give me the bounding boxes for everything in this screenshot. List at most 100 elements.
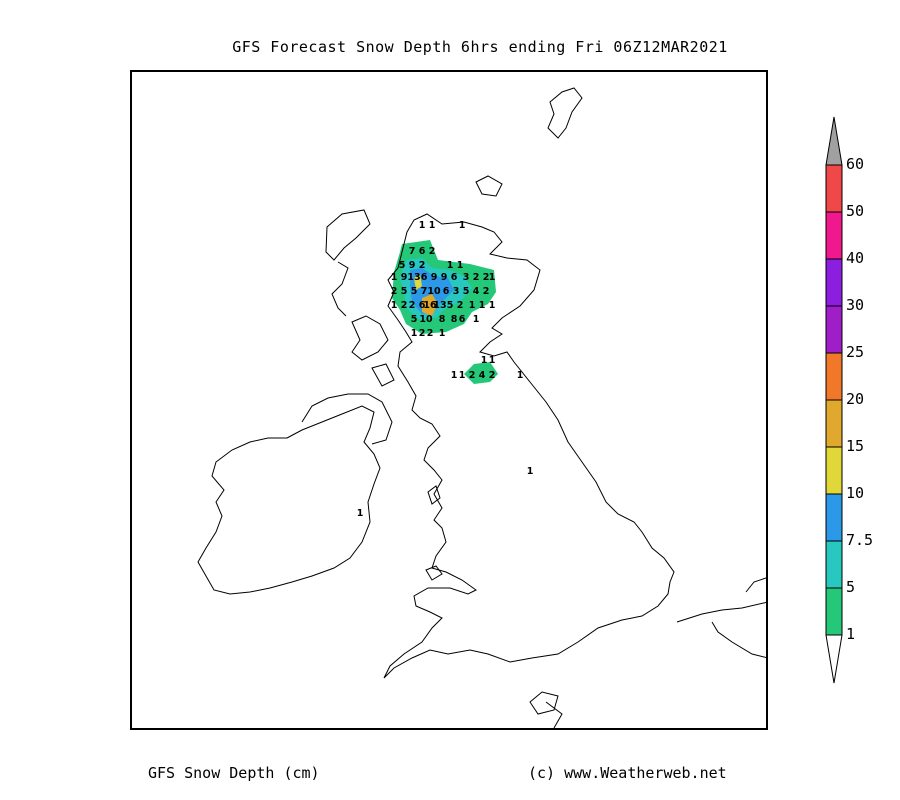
- snow-depth-value: 1: [469, 300, 476, 311]
- snow-depth-value: 1: [457, 260, 464, 271]
- legend-swatch: [825, 399, 843, 448]
- snow-depth-value: 1: [489, 272, 496, 283]
- snow-depth-value: 1: [481, 355, 488, 366]
- snow-depth-value: 9: [441, 272, 448, 283]
- snow-depth-value: 2: [427, 328, 434, 339]
- coast-channel-islands: [529, 691, 563, 728]
- snow-depth-value: 4: [479, 370, 486, 381]
- snow-depth-value: 2: [457, 300, 464, 311]
- snow-depth-value: 9: [431, 272, 438, 283]
- coast-france-north: [711, 621, 766, 659]
- legend-swatch: [825, 446, 843, 495]
- snow-depth-value: 7: [421, 286, 428, 297]
- snow-depth-value: 1: [479, 300, 486, 311]
- snow-depth-value: 1: [411, 328, 418, 339]
- snow-depth-value: 2: [483, 272, 490, 283]
- snow-depth-value: 1: [391, 272, 398, 283]
- credit-label: (c) www.Weatherweb.net: [528, 764, 727, 782]
- coast-northern-ireland: [301, 393, 393, 445]
- snow-depth-value: 3: [453, 286, 460, 297]
- legend-label: 5: [846, 578, 856, 596]
- snow-depth-value: 6: [419, 300, 426, 311]
- snow-depth-value: 1: [489, 300, 496, 311]
- legend-label: 25: [846, 343, 865, 361]
- map-title: GFS Forecast Snow Depth 6hrs ending Fri …: [232, 38, 728, 56]
- snow-depth-value: 5: [411, 286, 418, 297]
- snow-depth-value: 1: [429, 220, 436, 231]
- snow-depth-value: 6: [451, 272, 458, 283]
- snow-depth-value: 13: [407, 272, 420, 283]
- legend-color-bar: [825, 116, 843, 684]
- snow-depth-value: 2: [473, 272, 480, 283]
- snow-depth-value: 3: [463, 272, 470, 283]
- snow-depth-value: 9: [401, 272, 408, 283]
- snow-depth-value: 9: [409, 260, 416, 271]
- snow-depth-value: 10: [419, 314, 433, 325]
- snow-depth-values: 1 1 17 6 25 9 2 1 11 9 13 6 9 9 6 3 2 2 12 5 5 7 10 6 3 5 4 21 2 2 616…: [357, 220, 534, 519]
- coast-isle-of-man: [427, 485, 441, 505]
- snow-depth-value: 1: [517, 370, 524, 381]
- snow-depth-value: 2: [419, 260, 426, 271]
- coast-ireland: [197, 405, 381, 595]
- snow-depth-value: 1: [419, 220, 426, 231]
- snow-area-yellow: [414, 274, 422, 290]
- snow-depth-value: 5: [399, 260, 406, 271]
- snow-depth-value: 10: [427, 286, 441, 297]
- snow-depth-value: 5: [411, 314, 418, 325]
- legend-label: 1: [846, 625, 856, 643]
- coast-shetland: [547, 87, 583, 139]
- snow-depth-value: 7: [409, 246, 416, 257]
- snow-depth-value: 5: [447, 300, 454, 311]
- legend-swatch: [825, 493, 843, 542]
- legend-over-arrow: [825, 116, 843, 166]
- legend-swatch: [825, 352, 843, 401]
- snow-depth-value: 1: [489, 355, 496, 366]
- coast-france: [676, 601, 766, 623]
- snow-depth-value: 2: [409, 300, 416, 311]
- legend-label: 30: [846, 296, 865, 314]
- snow-depth-value: 1: [391, 300, 398, 311]
- snow-depth-value: 5: [463, 286, 470, 297]
- legend-swatch: [825, 540, 843, 589]
- snow-depth-value: 2: [419, 328, 426, 339]
- snow-depth-value: 6: [421, 272, 428, 283]
- snow-depth-value: 6: [459, 314, 466, 325]
- snow-depth-value: 5: [401, 286, 408, 297]
- snow-depth-value: 8: [439, 314, 446, 325]
- snow-depth-value: 16: [423, 300, 437, 311]
- coastlines: [197, 87, 766, 728]
- legend-label: 10: [846, 484, 865, 502]
- snow-area-orange: [422, 294, 438, 316]
- color-legend: 60 50 40 30 25 20 15 10 7.5 5 1: [820, 115, 890, 690]
- legend-label: 50: [846, 202, 865, 220]
- legend-label: 60: [846, 155, 865, 173]
- snow-depth-value: 1: [447, 260, 454, 271]
- coast-western-isles: [325, 209, 371, 317]
- legend-swatch: [825, 164, 843, 213]
- snow-depth-value: 1: [527, 466, 534, 477]
- snow-depth-value: 6: [443, 286, 450, 297]
- legend-label: 7.5: [846, 531, 874, 549]
- coast-hebrides-inner: [351, 315, 395, 387]
- snow-depth-value: 6: [419, 246, 426, 257]
- coast-anglesey: [425, 565, 443, 581]
- map-panel: 1 1 1 7 6 2 5 9 2 1 1 1 9 13 6 9 9 6 3 2 2 1 2 5 5 7 10 6 3 5 4 2 1 2 2 6 16…: [130, 70, 768, 730]
- snow-depth-value: 1: [451, 370, 458, 381]
- snow-depth-value: 2: [483, 286, 490, 297]
- legend-swatch: [825, 305, 843, 354]
- snow-depth-value: 2: [429, 246, 436, 257]
- snow-depth-shading: [392, 240, 498, 384]
- coast-netherlands: [745, 577, 766, 593]
- coast-orkney: [475, 175, 503, 197]
- snow-depth-value: 4: [473, 286, 480, 297]
- product-label: GFS Snow Depth (cm): [148, 764, 320, 782]
- snow-depth-value: 1: [357, 508, 364, 519]
- snow-depth-value: 8: [451, 314, 458, 325]
- legend-swatch: [825, 258, 843, 307]
- snow-depth-value: 2: [469, 370, 476, 381]
- uk-snow-depth-map: 1 1 17 6 25 9 2 1 11 9 13 6 9 9 6 3 2 2 12 5 5 7 10 6 3 5 4 21 2 2 616…: [197, 87, 766, 728]
- legend-label: 40: [846, 249, 865, 267]
- snow-depth-value: 1: [439, 328, 446, 339]
- snow-area-green-south: [464, 362, 498, 384]
- coast-great-britain: [383, 213, 675, 679]
